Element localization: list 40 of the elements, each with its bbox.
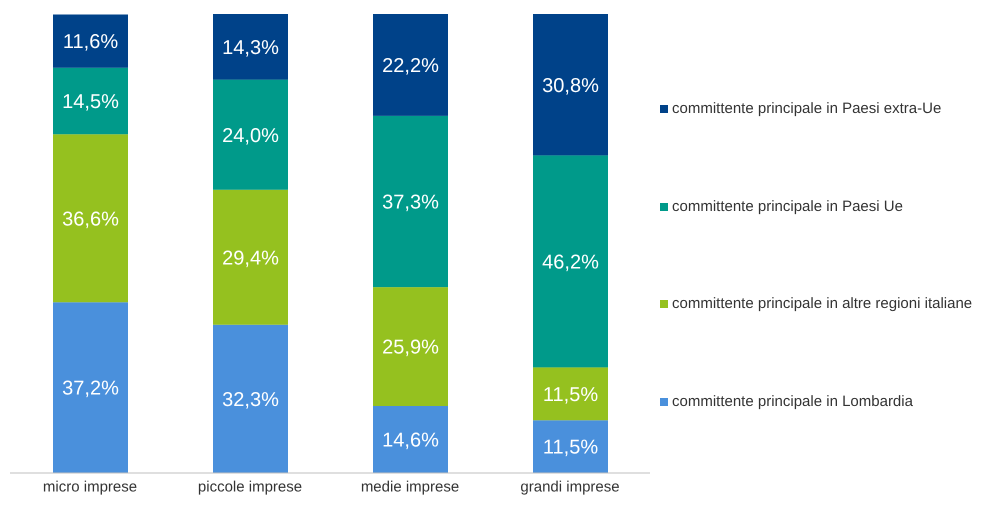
bar: [533, 367, 608, 420]
bar: [373, 287, 448, 406]
x-tick-label: medie imprese: [360, 478, 460, 496]
bar: [53, 14, 128, 68]
bar: [533, 420, 608, 473]
data-label: 14,5%: [62, 91, 120, 114]
data-label: 24,0%: [222, 124, 280, 147]
data-label: 32,3%: [222, 388, 280, 411]
x-tick-label: grandi imprese: [520, 478, 620, 496]
data-label: 22,2%: [382, 55, 440, 78]
data-label: 37,3%: [382, 192, 440, 214]
data-label: 11,5%: [542, 436, 598, 459]
bar: [373, 14, 448, 116]
legend-label: committente principale in Paesi Ue: [672, 196, 903, 216]
data-label: 14,6%: [382, 430, 440, 452]
bar: [213, 80, 288, 190]
x-tick-label: piccole imprese: [198, 478, 302, 496]
data-label: 46,2%: [542, 252, 600, 274]
bar: [53, 134, 128, 302]
bar: [213, 190, 288, 325]
bar: [373, 116, 448, 288]
data-label: 29,4%: [222, 247, 280, 270]
legend-label: committente principale in altre regioni italiane: [672, 294, 972, 314]
data-label: 37,2%: [62, 378, 120, 400]
bar: [213, 324, 288, 473]
bar: [533, 14, 608, 156]
bar: [53, 68, 128, 134]
data-label: 14,3%: [222, 36, 280, 59]
bar: [373, 406, 448, 473]
bar: [533, 155, 608, 368]
data-label: 11,6%: [62, 31, 118, 54]
x-tick-label: micro imprese: [42, 478, 138, 496]
data-label: 36,6%: [62, 208, 120, 230]
data-label: 11,5%: [542, 384, 598, 406]
legend-label: committente principale in Lombardia: [672, 392, 913, 411]
data-label: 25,9%: [382, 336, 440, 359]
data-label: 30,8%: [542, 74, 600, 97]
bar: [53, 302, 128, 473]
legend-label: committente principale in Paesi extra-Ue: [672, 99, 942, 118]
bar: [213, 14, 288, 80]
